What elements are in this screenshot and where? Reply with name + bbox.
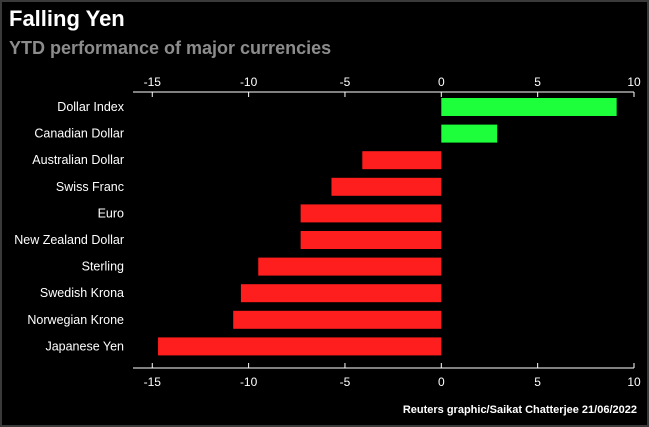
top-tick-label: 0 (438, 75, 445, 89)
category-label: Sterling (82, 260, 124, 274)
bottom-tick-label: -10 (240, 375, 258, 389)
bar-sterling (258, 257, 442, 276)
category-label: Canadian Dollar (34, 127, 124, 141)
source-credit: Reuters graphic/Saikat Chatterjee 21/06/… (402, 404, 637, 416)
chart-title: Falling Yen (9, 6, 125, 31)
category-label: Australian Dollar (32, 153, 124, 167)
bar-norwegian-krone (233, 310, 442, 329)
category-label: Japanese Yen (45, 339, 124, 353)
category-label: Swedish Krona (40, 286, 124, 300)
category-label: Dollar Index (57, 100, 124, 114)
category-label: Swiss Franc (56, 180, 124, 194)
bottom-tick-label: 10 (627, 375, 641, 389)
bar-japanese-yen (158, 337, 442, 356)
top-tick-label: -15 (144, 75, 162, 89)
chart-subtitle: YTD performance of major currencies (9, 38, 332, 58)
category-label: New Zealand Dollar (14, 233, 124, 247)
bar-swedish-krona (240, 284, 442, 303)
bar-swiss-franc (331, 177, 442, 196)
category-label: Norwegian Krone (27, 313, 124, 327)
bottom-tick-label: 5 (534, 375, 541, 389)
bottom-tick-label: 0 (438, 375, 445, 389)
bar-dollar-index (441, 98, 617, 116)
top-tick-label: -10 (240, 75, 258, 89)
top-tick-label: 5 (534, 75, 541, 89)
bottom-tick-label: -15 (144, 375, 162, 389)
bottom-tick-label: -5 (340, 375, 351, 389)
top-tick-label: -5 (340, 75, 351, 89)
bar-australian-dollar (362, 151, 442, 170)
bar-euro (300, 204, 442, 223)
bar-canadian-dollar (441, 124, 498, 143)
category-label: Euro (98, 206, 124, 220)
top-tick-label: 10 (627, 75, 641, 89)
bar-new-zealand-dollar (300, 231, 442, 249)
